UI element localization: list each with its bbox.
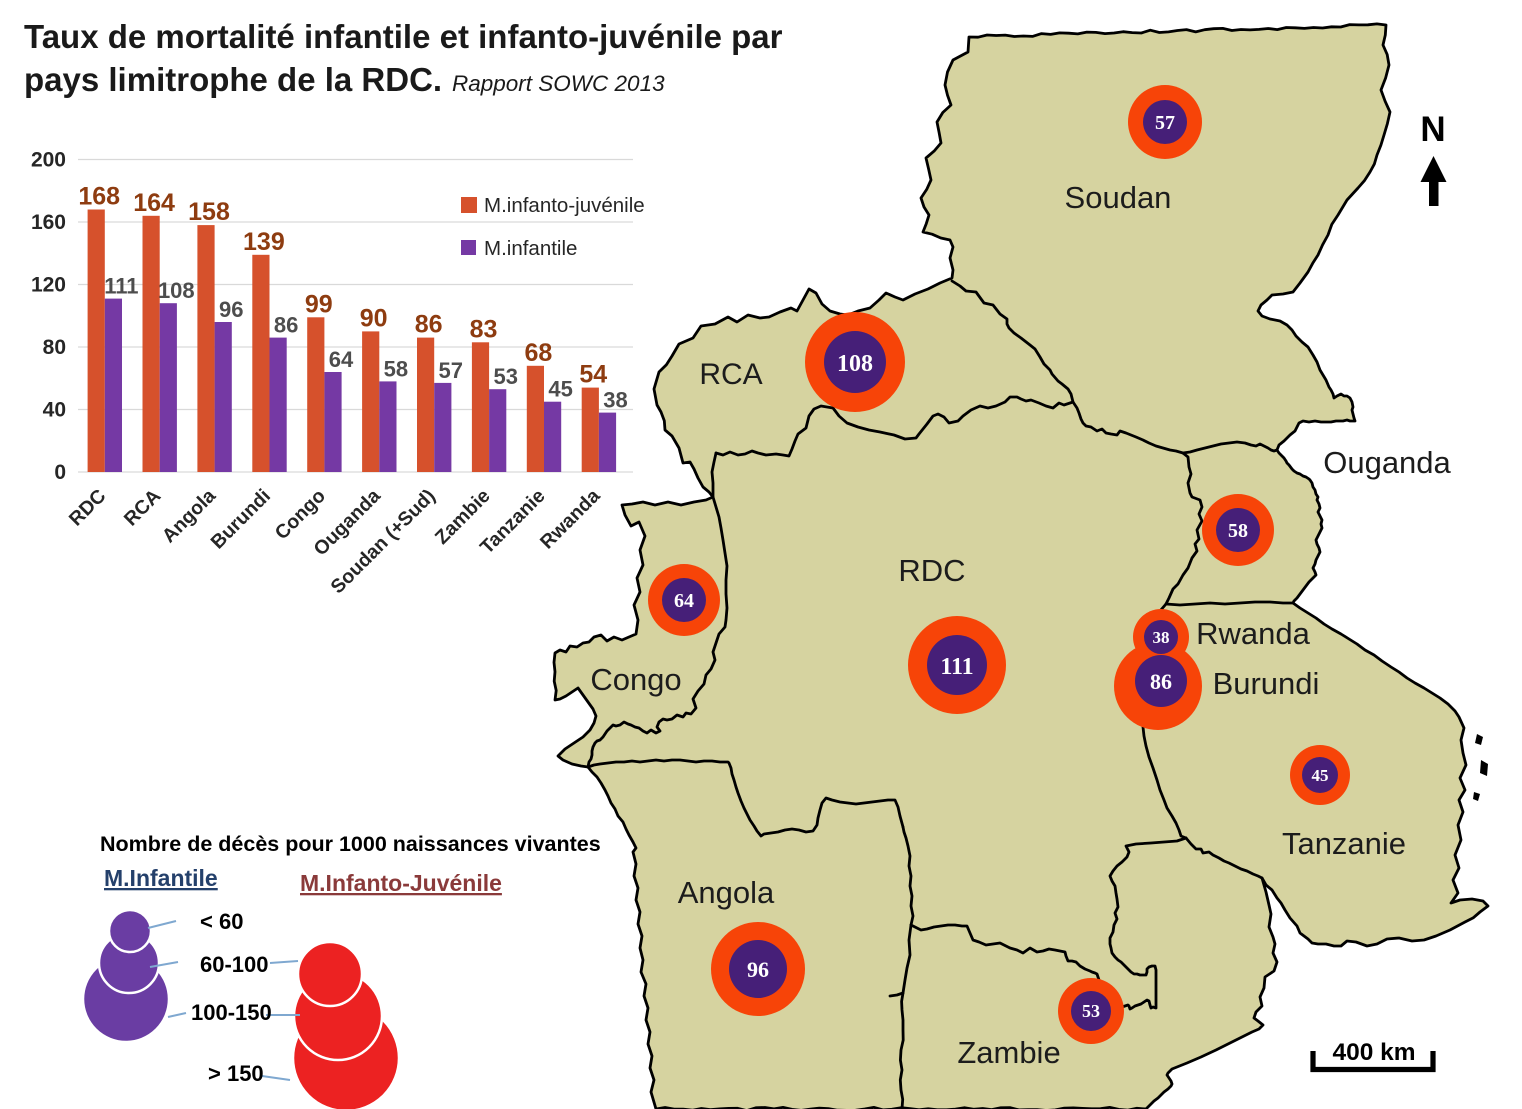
svg-text:57: 57 [1155,112,1175,134]
svg-text:60-100: 60-100 [200,952,269,977]
svg-text:111: 111 [940,654,973,680]
svg-text:Nombre de décès pour 1000 nais: Nombre de décès pour 1000 naissances viv… [100,832,601,856]
svg-text:Rwanda: Rwanda [536,485,605,554]
svg-text:45: 45 [548,377,572,402]
svg-text:M.Infanto-Juvénile: M.Infanto-Juvénile [300,870,502,896]
svg-text:M.infantile: M.infantile [484,237,577,260]
svg-text:40: 40 [43,399,66,422]
svg-text:pays limitrophe de la RDC.: pays limitrophe de la RDC. [24,61,442,98]
svg-text:158: 158 [188,198,230,226]
svg-text:Ouganda: Ouganda [1323,445,1451,480]
svg-text:58: 58 [384,356,408,381]
svg-text:38: 38 [1153,628,1170,647]
svg-text:100-150: 100-150 [191,1000,272,1025]
svg-text:N: N [1420,110,1445,149]
svg-text:> 150: > 150 [208,1061,264,1086]
svg-text:120: 120 [31,274,66,297]
svg-text:164: 164 [133,189,175,217]
svg-text:RCA: RCA [120,485,165,530]
svg-text:160: 160 [31,211,66,234]
svg-text:54: 54 [579,361,607,389]
svg-text:57: 57 [439,358,463,383]
svg-text:400 km: 400 km [1332,1039,1415,1066]
svg-text:38: 38 [603,388,627,413]
svg-text:Burundi: Burundi [1213,666,1320,701]
svg-text:200: 200 [31,149,66,172]
svg-text:86: 86 [415,311,443,339]
svg-text:M.infanto-juvénile: M.infanto-juvénile [484,194,645,217]
svg-text:64: 64 [329,347,354,372]
svg-text:86: 86 [1150,669,1172,694]
svg-text:Taux de mortalité infantile et: Taux de mortalité infantile et infanto-j… [24,18,783,55]
svg-text:68: 68 [524,339,552,367]
svg-text:Angola: Angola [678,875,775,910]
svg-text:90: 90 [360,304,388,332]
svg-text:108: 108 [158,278,195,303]
svg-text:64: 64 [674,590,694,612]
svg-text:Rwanda: Rwanda [1196,616,1310,651]
svg-text:Rapport SOWC 2013: Rapport SOWC 2013 [452,71,665,96]
svg-text:99: 99 [305,290,333,318]
svg-text:86: 86 [274,313,298,338]
svg-text:Burundi: Burundi [207,485,275,553]
svg-text:M.Infantile: M.Infantile [104,865,218,891]
svg-text:80: 80 [43,336,66,359]
svg-text:83: 83 [470,315,498,343]
svg-text:58: 58 [1228,520,1248,542]
svg-text:168: 168 [78,183,120,211]
svg-text:Soudan: Soudan [1065,180,1172,215]
svg-text:Zambie: Zambie [957,1035,1060,1070]
svg-text:< 60: < 60 [200,909,243,934]
svg-text:Congo: Congo [590,662,681,697]
svg-text:96: 96 [747,957,769,982]
svg-text:0: 0 [54,461,66,484]
svg-text:108: 108 [837,351,873,377]
svg-text:139: 139 [243,228,285,256]
svg-text:53: 53 [493,364,517,389]
svg-text:53: 53 [1082,1001,1100,1021]
svg-text:RDC: RDC [65,485,110,530]
svg-text:96: 96 [219,297,243,322]
svg-text:Tanzanie: Tanzanie [1282,826,1406,861]
svg-text:111: 111 [104,274,138,299]
svg-text:RCA: RCA [699,358,762,391]
svg-text:RDC: RDC [898,553,965,588]
svg-text:45: 45 [1312,766,1329,785]
